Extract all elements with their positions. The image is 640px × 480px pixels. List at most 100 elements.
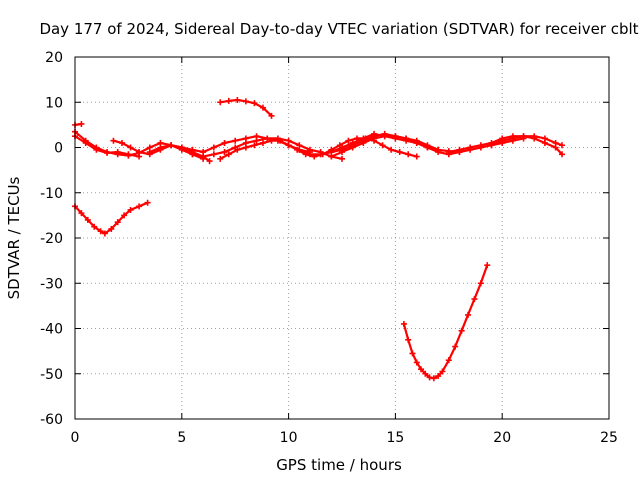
- data-point: [114, 219, 121, 226]
- tick-labels: 0 5 10 15 20 25 -60 -50 -40 -30 -20 -10 0 10 20: [40, 50, 618, 446]
- x-tick-label: 20: [493, 430, 511, 446]
- series-line: [180, 137, 344, 160]
- data-point: [78, 210, 85, 217]
- data-point: [277, 137, 284, 144]
- data-point: [251, 142, 258, 149]
- data-point: [477, 280, 484, 287]
- data-point: [264, 135, 271, 142]
- y-axis-label: SDTVAR / TECUs: [5, 176, 23, 299]
- series-arc-13: [72, 199, 151, 237]
- data-point: [424, 142, 431, 149]
- data-point: [439, 368, 446, 375]
- data-point: [413, 153, 420, 160]
- ticks: [74, 56, 610, 420]
- data-point: [531, 133, 538, 140]
- data-point: [499, 137, 506, 144]
- data-point: [541, 135, 548, 142]
- data-point: [520, 133, 527, 140]
- data-point: [413, 359, 420, 366]
- data-point: [101, 230, 108, 237]
- data-point: [127, 206, 134, 213]
- y-tick-label: -50: [40, 367, 63, 383]
- series-arc-12: [488, 133, 566, 149]
- data-point: [509, 135, 516, 142]
- data-point: [403, 135, 410, 142]
- data-point: [217, 99, 224, 106]
- data-point: [127, 144, 134, 151]
- data-point: [221, 139, 228, 146]
- data-point: [234, 146, 241, 153]
- data-point: [104, 149, 111, 156]
- data-point: [435, 146, 442, 153]
- data-point: [467, 144, 474, 151]
- data-point: [168, 142, 175, 149]
- data-point: [559, 142, 566, 149]
- data-point: [217, 155, 224, 162]
- data-point: [200, 153, 207, 160]
- x-tick-label: 10: [280, 430, 298, 446]
- data-point: [379, 142, 386, 149]
- data-point: [371, 135, 378, 142]
- data-point: [189, 151, 196, 158]
- data-point: [242, 144, 249, 151]
- data-point: [210, 144, 217, 151]
- data-point: [232, 137, 239, 144]
- data-point: [234, 96, 241, 103]
- data-point: [306, 151, 313, 158]
- y-tick-label: -60: [40, 412, 63, 428]
- chart-title: Day 177 of 2024, Sidereal Day-to-day VTE…: [39, 20, 638, 38]
- data-point: [146, 149, 153, 156]
- y-tick-label: 0: [54, 141, 63, 157]
- y-tick-label: -20: [40, 231, 63, 247]
- y-tick-label: -40: [40, 322, 63, 338]
- data-point: [465, 311, 472, 318]
- y-tick-label: 10: [45, 95, 63, 111]
- data-point: [559, 151, 566, 158]
- data-point: [392, 133, 399, 140]
- x-tick-label: 25: [600, 430, 618, 446]
- data-point: [471, 296, 478, 303]
- data-point: [114, 149, 121, 156]
- data-point: [435, 373, 442, 380]
- data-point: [144, 199, 151, 206]
- data-point: [285, 142, 292, 149]
- data-point: [210, 151, 217, 158]
- data-point: [110, 137, 117, 144]
- data-point: [484, 262, 491, 269]
- data-point: [317, 151, 324, 158]
- data-point: [339, 149, 345, 156]
- data-point: [477, 142, 484, 149]
- data-point: [178, 144, 185, 151]
- series-arc-14: [400, 262, 491, 382]
- data-point: [422, 370, 429, 377]
- data-point: [445, 149, 452, 156]
- data-point: [91, 223, 98, 230]
- data-point: [388, 146, 395, 153]
- data-point: [452, 343, 459, 350]
- data-point: [488, 142, 495, 149]
- data-point: [225, 151, 232, 158]
- data-point: [296, 146, 303, 153]
- data-point: [268, 137, 275, 144]
- data-point: [445, 357, 452, 364]
- data-point: [339, 155, 345, 162]
- data-point: [381, 133, 388, 140]
- series-arc-7: [217, 96, 275, 119]
- data-point: [157, 144, 164, 151]
- data-point: [418, 366, 425, 373]
- data-point: [84, 216, 91, 223]
- x-tick-label: 15: [386, 430, 404, 446]
- data-point: [456, 146, 463, 153]
- data-point: [400, 320, 407, 327]
- series-layer: [72, 96, 566, 382]
- x-tick-label: 0: [71, 430, 80, 446]
- data-point: [409, 350, 416, 357]
- data-point: [97, 228, 104, 235]
- data-point: [405, 151, 412, 158]
- data-point: [552, 139, 559, 146]
- data-point: [93, 146, 100, 153]
- data-point: [259, 139, 266, 146]
- y-tick-label: -30: [40, 276, 63, 292]
